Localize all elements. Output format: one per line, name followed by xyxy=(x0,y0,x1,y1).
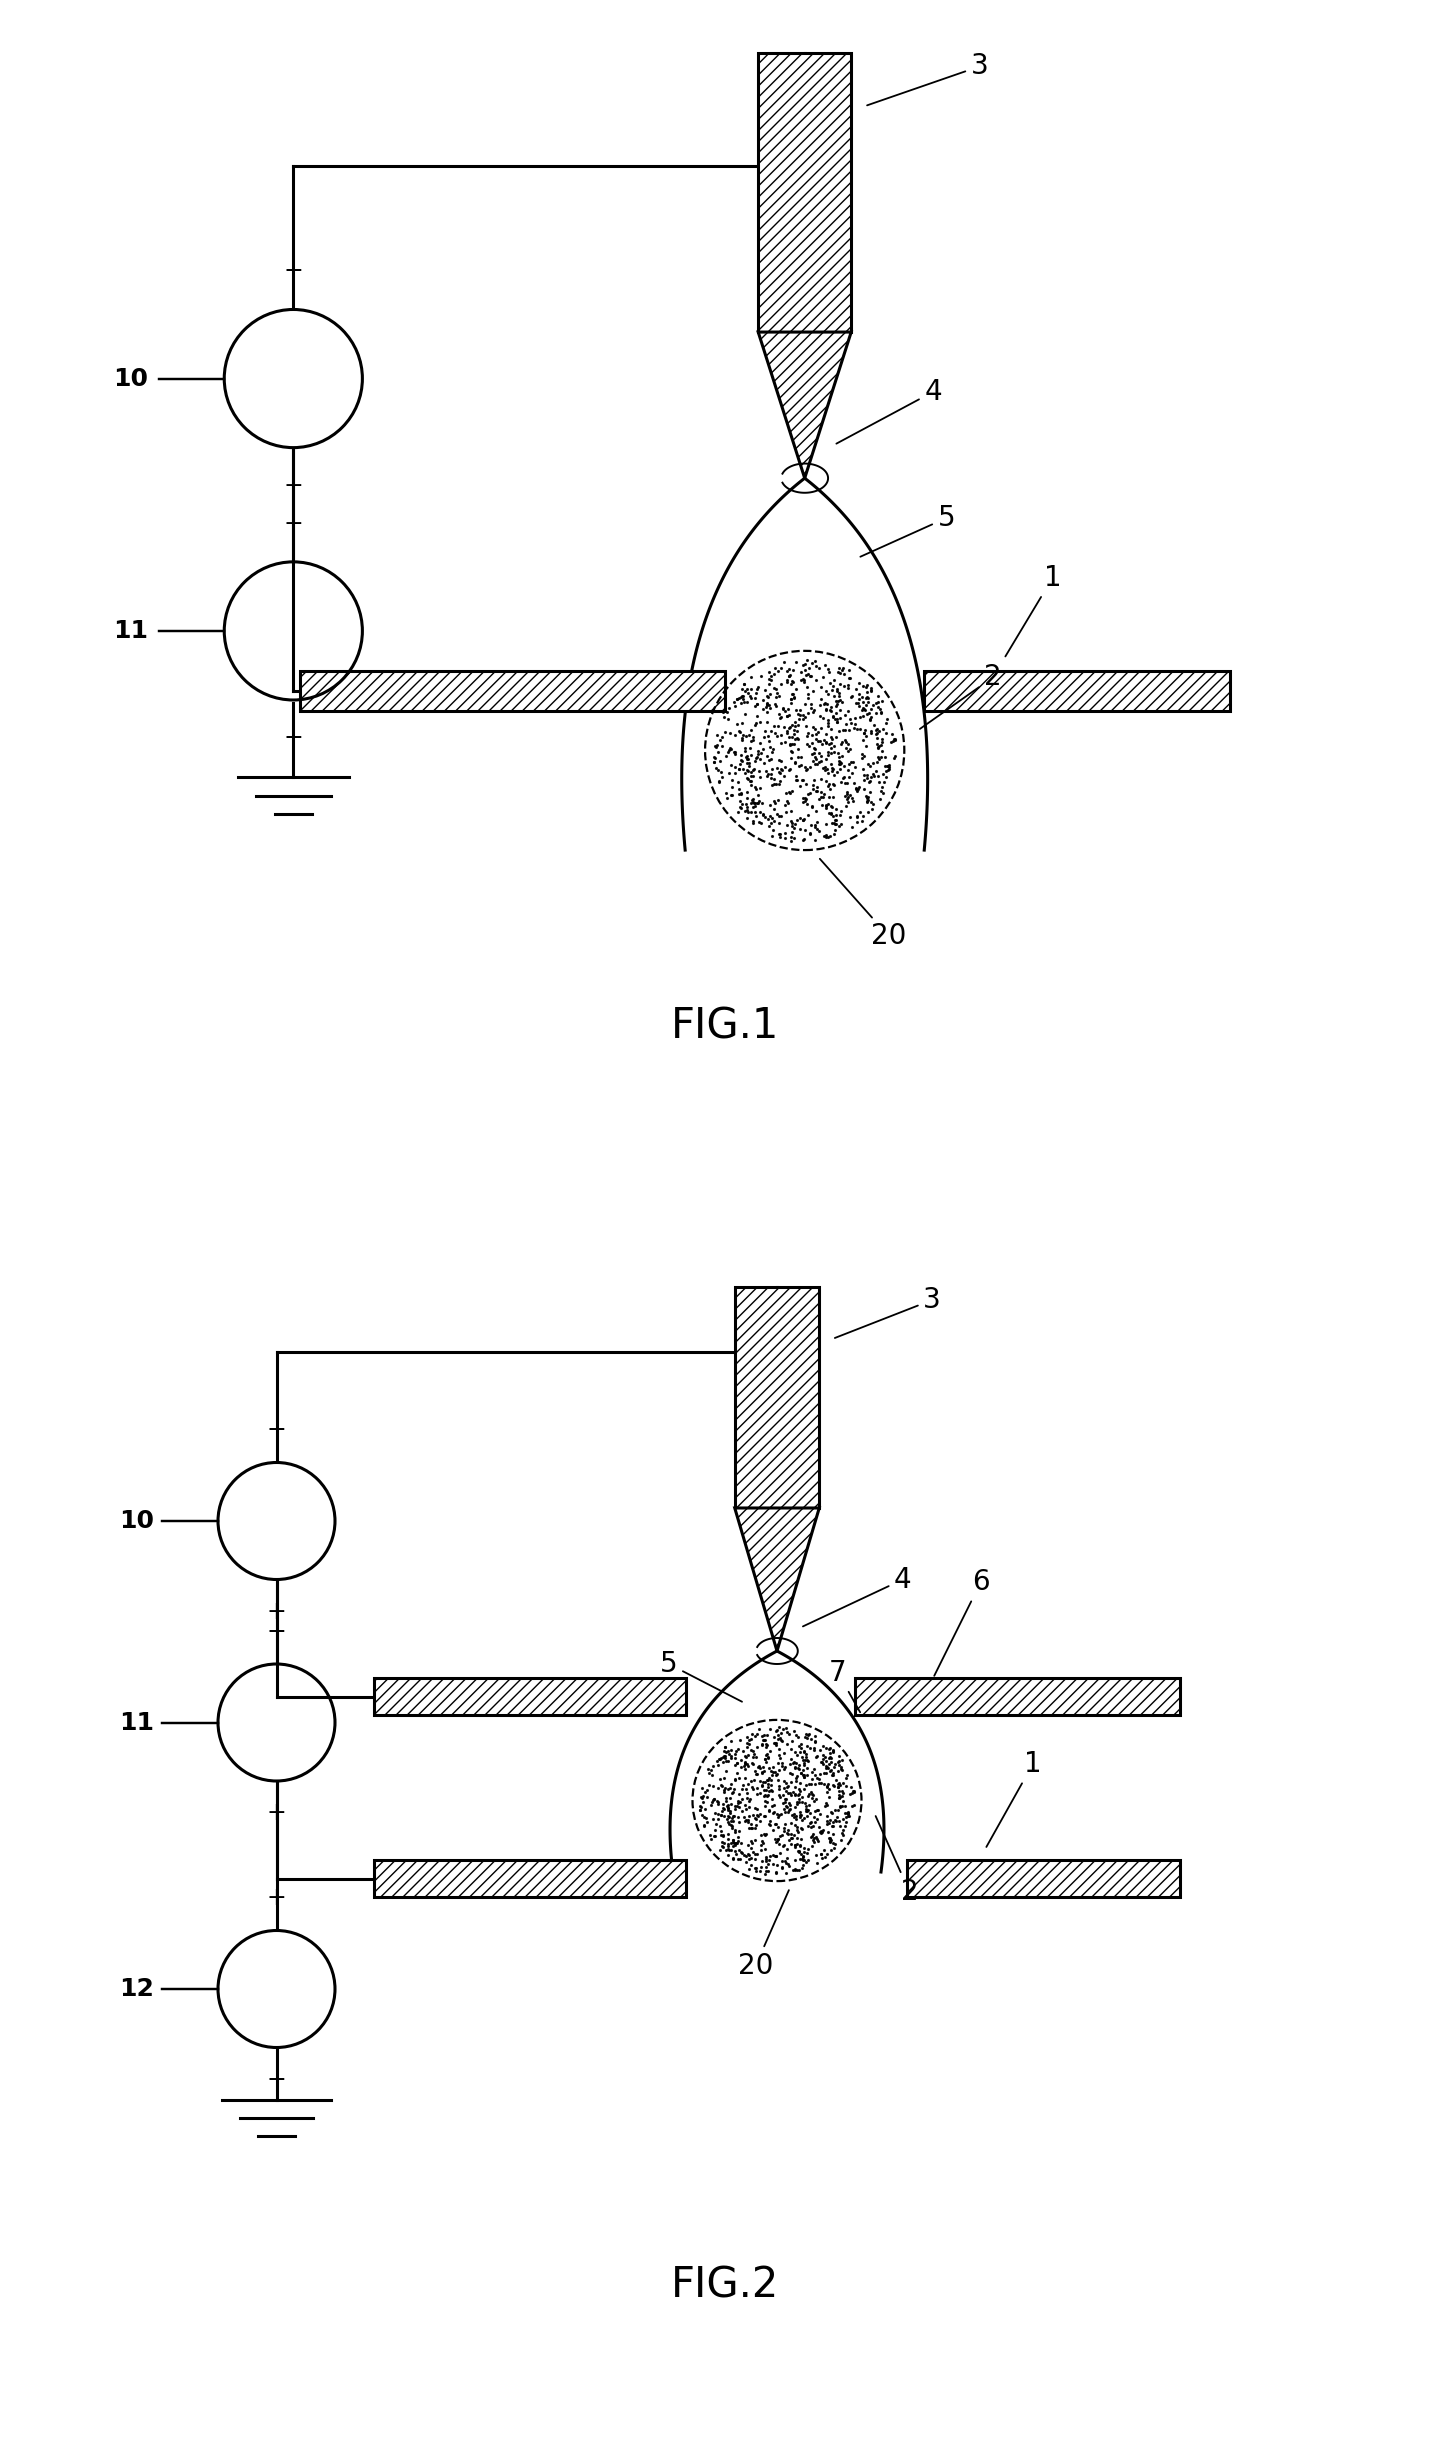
Text: +: + xyxy=(267,1801,287,1826)
Polygon shape xyxy=(758,332,851,479)
Text: −: − xyxy=(267,1418,287,1442)
Text: +: + xyxy=(283,511,303,535)
Text: +: + xyxy=(267,1887,287,1911)
Text: +: + xyxy=(267,1601,287,1623)
Text: 2: 2 xyxy=(919,662,1002,728)
Text: 5: 5 xyxy=(860,503,956,557)
Text: −: − xyxy=(283,726,303,750)
FancyBboxPatch shape xyxy=(374,1860,686,1897)
Text: 20: 20 xyxy=(738,1889,789,1980)
Text: 10: 10 xyxy=(119,1508,154,1532)
Text: 12: 12 xyxy=(119,1977,154,2002)
Text: 11: 11 xyxy=(113,618,148,643)
Text: 4: 4 xyxy=(837,379,943,445)
FancyBboxPatch shape xyxy=(758,54,851,332)
Text: 1: 1 xyxy=(986,1750,1041,1848)
FancyBboxPatch shape xyxy=(300,670,725,711)
Text: 6: 6 xyxy=(934,1569,989,1677)
FancyBboxPatch shape xyxy=(735,1288,819,1508)
Text: 20: 20 xyxy=(819,858,906,951)
Text: 5: 5 xyxy=(660,1650,742,1701)
Text: −: − xyxy=(267,1620,287,1645)
FancyBboxPatch shape xyxy=(908,1860,1180,1897)
FancyBboxPatch shape xyxy=(856,1679,1180,1716)
Text: 3: 3 xyxy=(835,1286,941,1337)
Text: 4: 4 xyxy=(803,1567,912,1625)
Polygon shape xyxy=(735,1508,819,1652)
Text: 2: 2 xyxy=(876,1816,918,1906)
Text: 10: 10 xyxy=(113,367,148,391)
Text: 3: 3 xyxy=(867,51,989,105)
FancyBboxPatch shape xyxy=(924,670,1230,711)
FancyBboxPatch shape xyxy=(374,1679,686,1716)
Text: 1: 1 xyxy=(1005,565,1061,657)
Text: 11: 11 xyxy=(119,1711,154,1735)
Text: FIG.2: FIG.2 xyxy=(671,2263,779,2307)
Text: 7: 7 xyxy=(829,1659,860,1713)
Text: FIG.1: FIG.1 xyxy=(671,1004,779,1048)
Text: −: − xyxy=(267,2068,287,2092)
Text: −: − xyxy=(283,259,303,284)
Text: +: + xyxy=(283,474,303,499)
